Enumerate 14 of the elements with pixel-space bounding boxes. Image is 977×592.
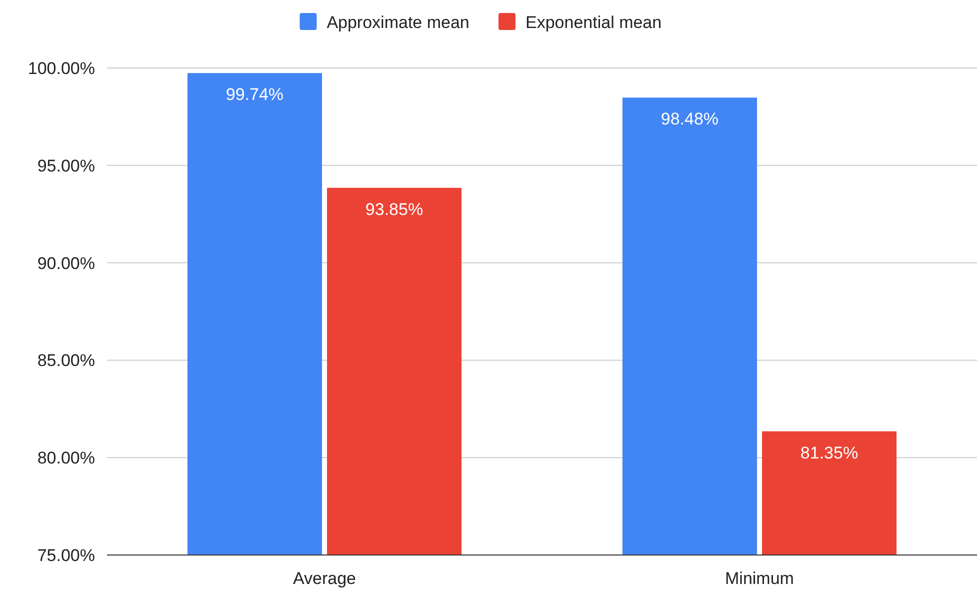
legend-label: Exponential mean <box>526 13 662 32</box>
x-tick-label: Minimum <box>725 569 794 588</box>
data-label: 99.74% <box>226 85 284 104</box>
x-tick-label: Average <box>292 569 356 588</box>
data-label: 98.48% <box>660 110 719 129</box>
y-tick-label: 95.00% <box>37 156 95 176</box>
y-tick-label: 80.00% <box>37 448 95 468</box>
y-tick-label: 100.00% <box>28 59 95 78</box>
data-label: 93.85% <box>365 200 424 219</box>
data-label: 81.35% <box>800 443 858 462</box>
legend-label: Approximate mean <box>326 13 470 32</box>
y-tick-label: 90.00% <box>37 254 95 273</box>
y-tick-label: 75.00% <box>37 546 95 565</box>
y-tick-label: 85.00% <box>37 351 95 370</box>
